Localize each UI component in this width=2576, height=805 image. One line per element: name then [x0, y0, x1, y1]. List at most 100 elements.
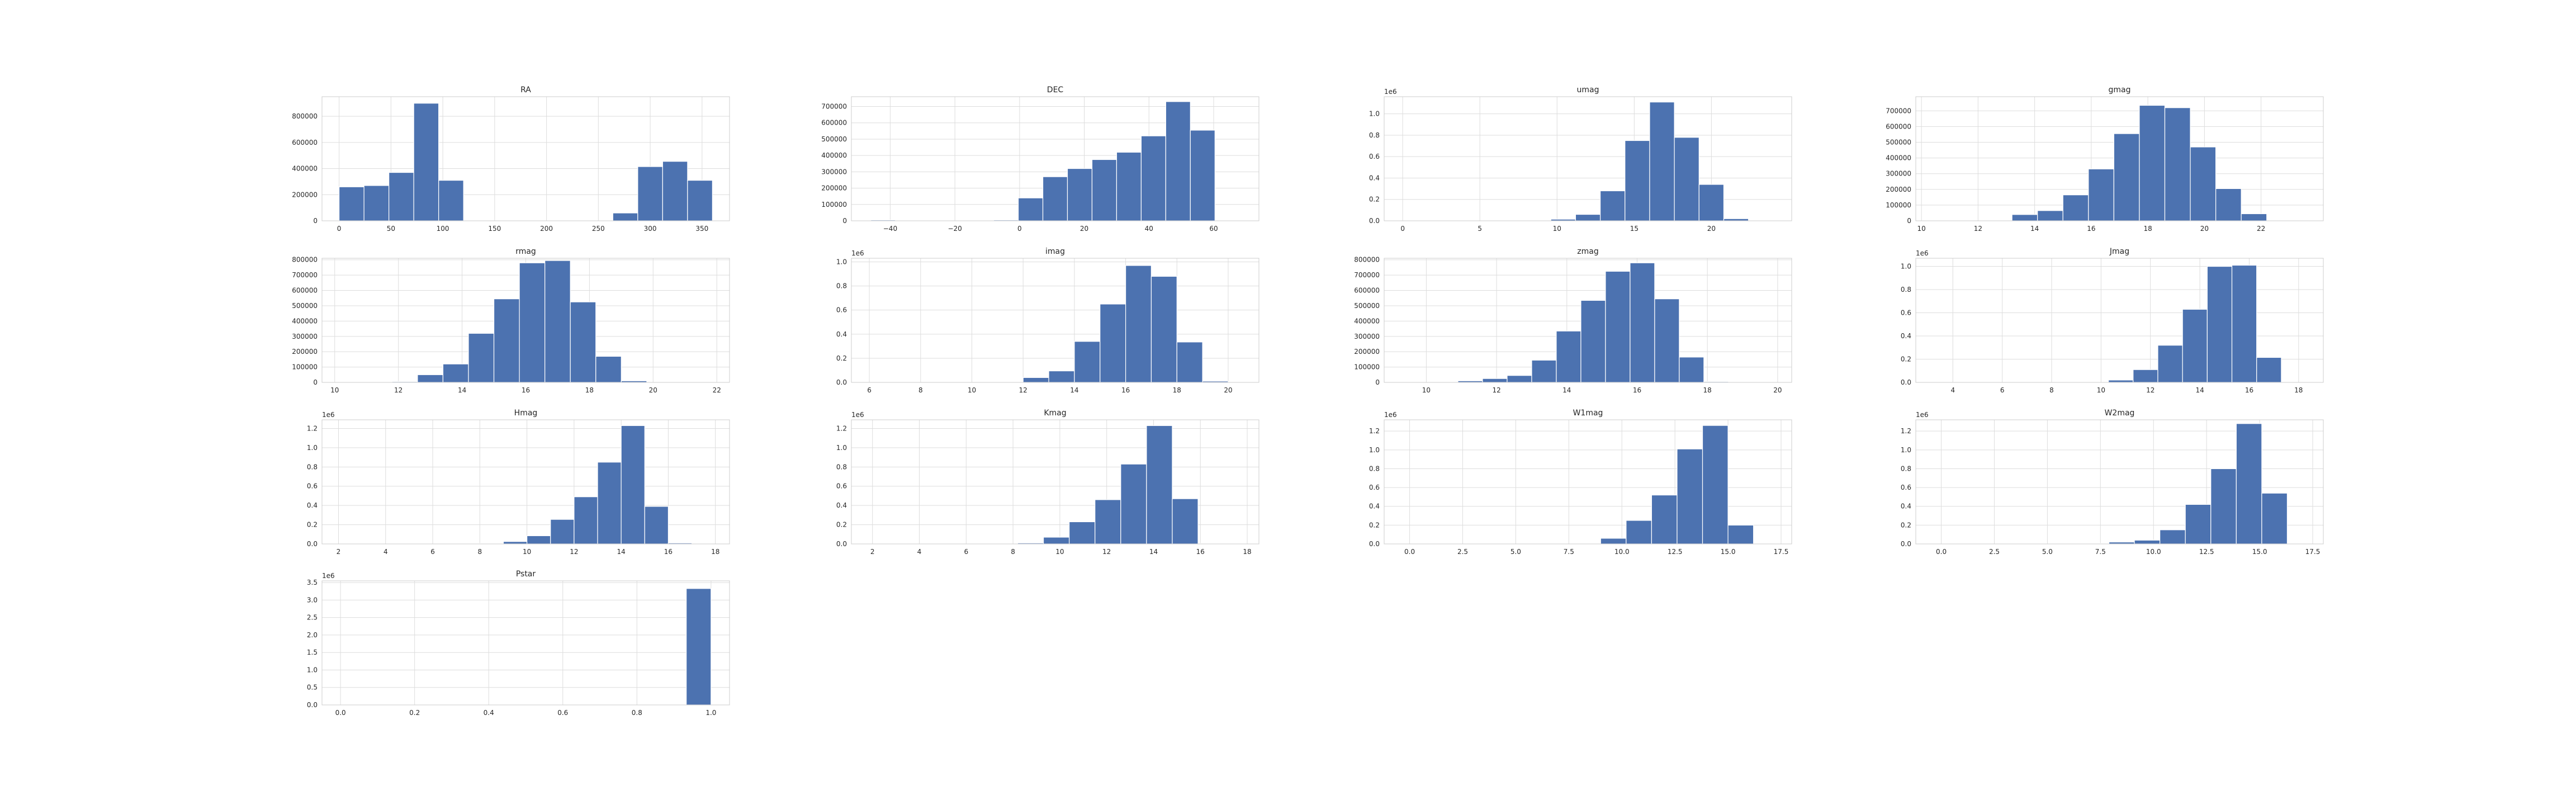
histogram-bar — [570, 301, 596, 383]
histogram-bar — [2139, 105, 2166, 221]
histogram-bar — [503, 541, 528, 544]
x-tick-label: 14 — [1562, 386, 1571, 394]
histogram-bar — [1120, 463, 1147, 544]
subplot-w1mag: 0.0 2.5 5.0 7.5 10.0 12.5 15.0 17.5 0.0 0.2 0.4 0.6… — [1369, 409, 1792, 556]
y-tick-label: 500000 — [1354, 302, 1380, 310]
x-tick-label: 14 — [458, 386, 466, 394]
x-tick-label: 60 — [1209, 225, 1218, 233]
histogram-bar — [339, 186, 364, 221]
y-tick-label: 200000 — [1886, 186, 1911, 193]
x-tick-label: 300 — [644, 225, 657, 233]
histogram-bar — [2185, 504, 2212, 544]
x-tick-label: 2 — [337, 548, 341, 556]
axes-frame — [1915, 419, 2324, 544]
histogram-bar — [2261, 493, 2288, 544]
y-tick-label: 0.0 — [307, 540, 318, 548]
histogram-bar — [2088, 168, 2114, 221]
histogram-bar — [1630, 262, 1655, 383]
y-offset-label: 1e6 — [1916, 411, 1929, 419]
histogram-bar — [2256, 357, 2282, 383]
y-tick-label: 400000 — [292, 165, 318, 173]
y-tick-label: 0.4 — [1901, 503, 1911, 510]
histogram-bar — [1140, 135, 1166, 221]
x-tick-label: 12 — [570, 548, 578, 556]
x-tick-label: 16 — [522, 386, 530, 394]
histogram-bar — [438, 179, 464, 221]
axes-frame — [321, 258, 730, 383]
x-tick-label: 0.0 — [335, 709, 346, 717]
y-tick-label: 600000 — [1886, 122, 1911, 130]
x-tick-label: 18 — [1243, 548, 1251, 556]
y-tick-label: 100000 — [1886, 201, 1911, 209]
histogram-bar — [2108, 380, 2134, 383]
y-tick-label: 300000 — [292, 333, 318, 340]
histogram-bar — [389, 172, 414, 221]
x-tick-label: 10 — [330, 386, 339, 394]
y-tick-label: 1.0 — [307, 666, 318, 674]
x-tick-label: 5.0 — [2042, 548, 2053, 556]
x-tick-label: 6 — [430, 548, 435, 556]
y-tick-label: 1.2 — [307, 424, 318, 432]
y-tick-label: 1.0 — [1369, 446, 1380, 454]
histogram-bar — [2236, 423, 2262, 544]
x-tick-label: 0 — [1400, 225, 1405, 233]
histogram-bar — [2241, 213, 2267, 221]
histogram-bar — [1190, 130, 1215, 221]
x-tick-label: 18 — [1173, 386, 1181, 394]
histogram-bar — [468, 333, 495, 383]
x-tick-label: 20 — [649, 386, 657, 394]
y-tick-label: 0.2 — [307, 521, 318, 529]
y-tick-label: 1.5 — [307, 648, 318, 656]
x-tick-label: 16 — [2087, 225, 2095, 233]
x-tick-label: 100 — [437, 225, 449, 233]
subplot-title: zmag — [1577, 247, 1598, 256]
histogram-bar — [1043, 537, 1070, 544]
y-offset-label: 1e6 — [322, 411, 335, 419]
y-tick-label: 200000 — [821, 184, 847, 192]
histogram-bar — [2160, 529, 2186, 544]
x-tick-label: 5.0 — [1510, 548, 1521, 556]
y-tick-label: 0.0 — [1901, 378, 1911, 386]
y-tick-label: 1.0 — [836, 444, 847, 452]
y-tick-label: 100000 — [821, 201, 847, 209]
x-tick-label: 20 — [1080, 225, 1088, 233]
histogram-bar — [544, 260, 571, 383]
subplot-title: rmag — [515, 247, 536, 256]
x-tick-label: 0 — [1017, 225, 1022, 233]
histogram-bar — [2134, 539, 2161, 544]
y-tick-label: 0.6 — [836, 482, 847, 490]
y-offset-label: 1e6 — [1384, 411, 1397, 419]
y-tick-label: 1.0 — [1901, 446, 1911, 454]
x-tick-label: −40 — [883, 225, 897, 233]
histogram-bar — [2133, 369, 2158, 383]
y-tick-label: 0.4 — [836, 501, 847, 509]
x-tick-label: 6 — [867, 386, 872, 394]
x-tick-label: 18 — [585, 386, 594, 394]
histogram-bar — [574, 496, 598, 544]
x-tick-label: 16 — [2245, 386, 2253, 394]
plot-area — [322, 581, 730, 705]
histogram-bar — [1146, 425, 1173, 544]
histogram-bar — [363, 185, 390, 221]
subplot-gmag: 10 12 14 16 18 20 22 0 100000 200000 300000 400000 5… — [1886, 86, 2324, 233]
x-tick-label: 8 — [1011, 548, 1015, 556]
histogram-bar — [1556, 330, 1581, 383]
y-tick-label: 800000 — [292, 112, 318, 120]
x-tick-label: 0 — [337, 225, 342, 233]
y-tick-label: 300000 — [1886, 170, 1911, 178]
histogram-bar — [1176, 342, 1203, 383]
y-tick-label: 0 — [313, 378, 318, 386]
y-tick-label: 600000 — [292, 287, 318, 295]
x-tick-label: 6 — [2000, 386, 2005, 394]
subplot-title: umag — [1577, 86, 1599, 94]
axes-frame — [1915, 96, 2324, 221]
x-tick-label: 22 — [713, 386, 721, 394]
y-tick-label: 500000 — [1886, 138, 1911, 146]
histogram-bar — [1017, 197, 1044, 221]
histogram-bar — [2062, 195, 2089, 221]
histogram-bar — [1599, 190, 1626, 221]
y-tick-label: 0.5 — [307, 684, 318, 692]
histogram-bar — [2113, 133, 2140, 221]
x-tick-label: 17.5 — [1774, 548, 1789, 556]
histogram-bar — [1605, 271, 1631, 383]
